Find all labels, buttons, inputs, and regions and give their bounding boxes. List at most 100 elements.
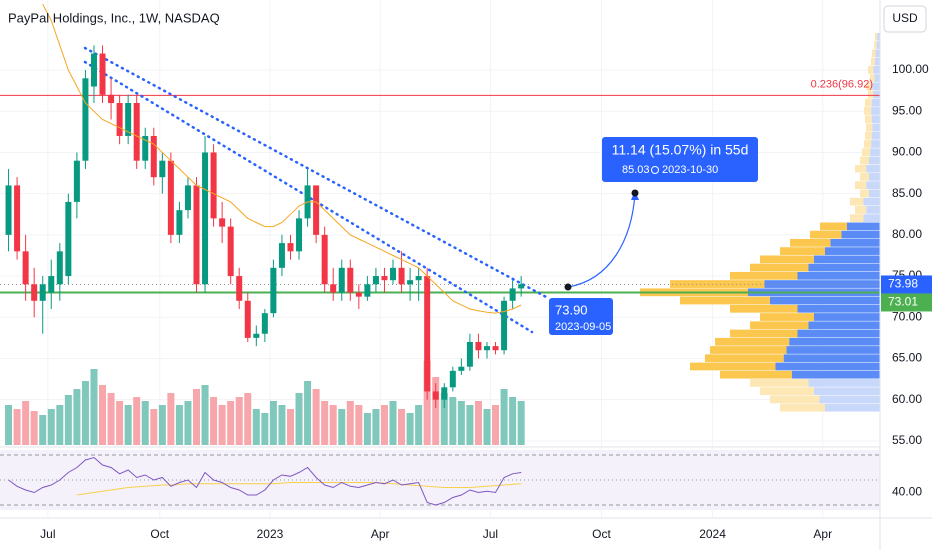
profile-bar-part (871, 140, 880, 148)
candle-body (347, 267, 354, 293)
candle-body (82, 78, 89, 161)
candle-body (501, 300, 508, 351)
profile-bar-part (789, 337, 880, 346)
candle-body (415, 276, 422, 281)
profile-bar (780, 247, 825, 255)
y-tick-label: 80.00 (892, 227, 922, 241)
candle-body (90, 53, 97, 87)
volume-bar (329, 405, 337, 445)
profile-bar (860, 189, 869, 198)
profile-bar (715, 337, 790, 346)
candle-body (407, 280, 414, 285)
profile-bar (855, 206, 867, 214)
profile-bar (850, 214, 864, 222)
projection-change: 11.14 (15.07%) in 55d (612, 142, 749, 158)
profile-bar-part (814, 313, 880, 321)
volume-bar (99, 385, 107, 445)
volume-bar (346, 401, 354, 445)
candle-body (116, 103, 123, 136)
profile-bar (780, 403, 825, 412)
candle-body (159, 160, 166, 178)
candle-body (219, 218, 226, 227)
profile-bar-part (764, 280, 880, 288)
candle-body (475, 341, 482, 351)
candle-body (338, 267, 345, 293)
candle-body (244, 300, 251, 338)
candles (5, 3, 525, 408)
candle-body (133, 103, 140, 161)
volume-bar (372, 409, 380, 445)
candle-body (31, 284, 38, 301)
currency-button[interactable] (883, 5, 927, 33)
candle-body (466, 341, 473, 367)
volume-bar (466, 405, 474, 445)
candle-body (14, 185, 21, 252)
projection-start (564, 283, 572, 291)
x-tick-label: 2023 (257, 527, 284, 541)
volume-bar (107, 393, 115, 445)
profile-bar-part (873, 65, 880, 74)
profile-bar (872, 49, 876, 58)
volume-bar (39, 415, 47, 445)
profile-bar (870, 74, 875, 82)
volume-bar (406, 413, 414, 445)
volume-bar (167, 393, 175, 445)
profile-bar (864, 140, 872, 148)
projection-end (631, 189, 639, 197)
candle-body (441, 387, 448, 400)
candle-body (321, 234, 328, 285)
profile-bar-part (808, 379, 880, 387)
profile-bar (874, 41, 877, 49)
profile-bar-part (808, 263, 880, 272)
profile-bar (710, 346, 787, 354)
volume-bar (509, 397, 517, 445)
profile-bar (855, 164, 867, 173)
profile-bar-part (814, 387, 880, 396)
candle-body (364, 284, 371, 297)
volume-bar (124, 405, 132, 445)
volume-bar (150, 409, 158, 445)
profile-bar-part (874, 74, 880, 82)
trend-line (83, 46, 550, 300)
rsi-tick-label: 40.00 (892, 485, 922, 499)
profile-bar (690, 362, 776, 371)
volume-bar (338, 409, 346, 445)
volume-bar (235, 397, 243, 445)
volume-bar (201, 385, 209, 445)
candle-body (99, 53, 106, 95)
profile-bar (760, 255, 814, 264)
profile-bar (720, 370, 792, 379)
candle-body (355, 292, 362, 297)
volume-bar (175, 405, 183, 445)
volume-bar (30, 411, 38, 445)
volume-bar (184, 401, 192, 445)
volume-bar (13, 409, 21, 445)
x-tick-label: Jul (483, 527, 498, 541)
profile-bar-part (876, 41, 880, 49)
profile-bar (670, 280, 765, 288)
y-tick-label: 60.00 (892, 392, 922, 406)
y-tick-label: 95.00 (892, 103, 922, 117)
profile-bar (810, 230, 842, 239)
profile-bar (705, 354, 784, 363)
volume-bar (363, 413, 371, 445)
profile-bar-part (866, 164, 880, 173)
profile-bar (730, 271, 798, 280)
y-tick-label: 85.00 (892, 186, 922, 200)
rsi-ma-line (76, 482, 522, 496)
volume (5, 361, 525, 445)
profile-bar-part (825, 403, 880, 412)
candle-body (184, 185, 191, 211)
projection-box (602, 137, 758, 182)
profile-bar (868, 90, 874, 99)
volume-bar (252, 409, 260, 445)
profile-bar-part (797, 271, 880, 280)
candle-body (278, 243, 285, 268)
volume-bar (261, 413, 269, 445)
volume-bar (81, 381, 89, 445)
currency-label[interactable]: USD (892, 11, 918, 25)
profile-bar-part (875, 57, 880, 66)
start-date: 2023-09-05 (555, 321, 611, 333)
profile-bar-part (830, 238, 880, 247)
volume-bar (432, 377, 440, 445)
